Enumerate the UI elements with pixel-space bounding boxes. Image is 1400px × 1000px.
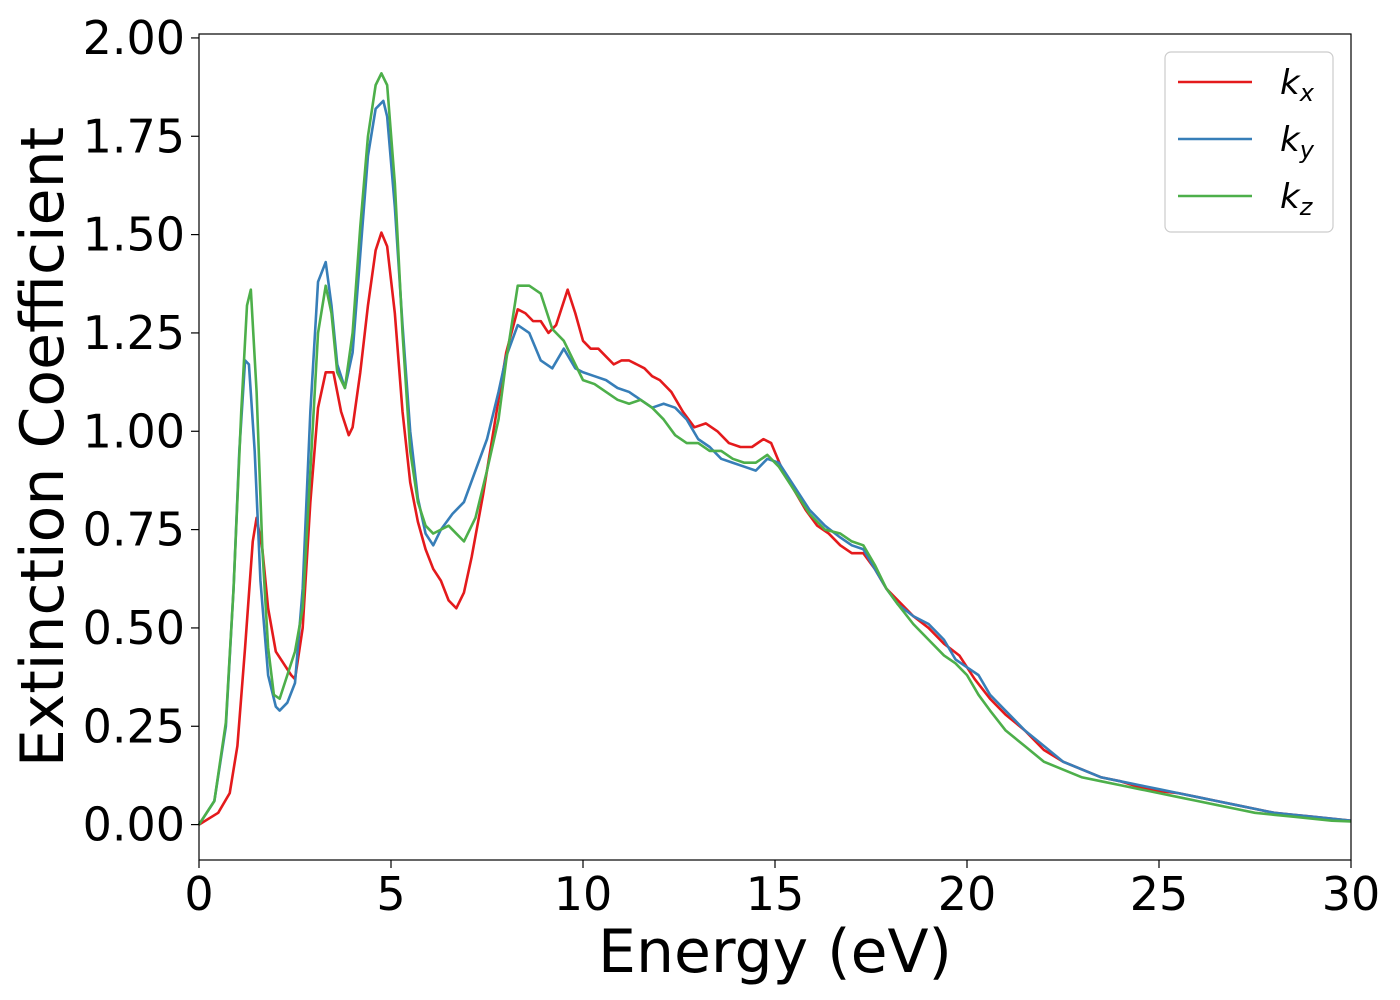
x-tick-label: 25 [1130,867,1189,921]
legend-label-z: kz [1280,177,1314,221]
y-tick-label: 0.00 [83,798,185,852]
series-layer [197,72,1352,826]
legend-label-y: ky [1280,120,1315,164]
y-tick-label: 0.75 [83,503,185,557]
y-tick-label: 1.75 [83,109,185,163]
legend-box [1164,51,1334,233]
y-tick-label: 1.50 [83,208,185,262]
y-axis-ticks: 0.00 0.25 0.50 0.75 1.00 1.25 1.50 1.75 2.00 [83,11,199,852]
y-tick-label: 1.00 [83,404,185,458]
legend: kx ky kz [1164,51,1334,233]
y-tick-label: 0.50 [83,601,185,655]
x-tick-label: 30 [1322,867,1381,921]
y-tick-label: 0.25 [83,699,185,753]
x-axis-title: Energy (eV) [598,917,952,987]
series-line-y [197,99,1352,826]
x-tick-label: 5 [376,867,405,921]
x-tick-label: 15 [746,867,805,921]
y-tick-label: 1.25 [83,306,185,360]
x-axis-ticks: 0 5 10 15 20 25 30 [184,860,1380,921]
y-axis-title: Extinction Coefficient [8,127,78,767]
x-tick-label: 0 [184,867,213,921]
x-tick-label: 20 [938,867,997,921]
legend-label-x: kx [1280,63,1315,107]
x-tick-label: 10 [554,867,613,921]
y-tick-label: 2.00 [83,11,185,65]
series-line-z [197,72,1352,826]
